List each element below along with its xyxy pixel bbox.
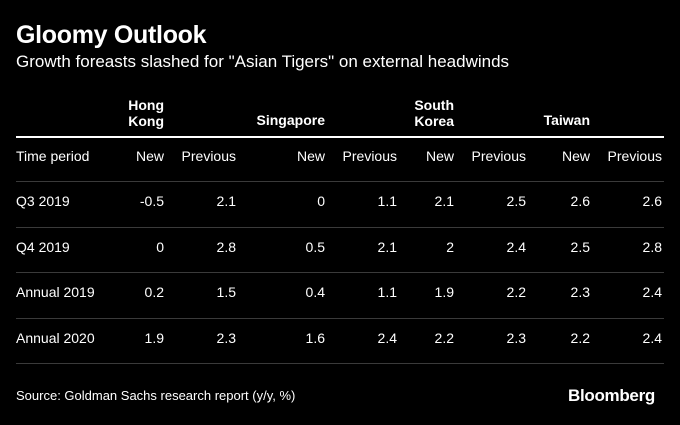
table-cell: 0.4 xyxy=(305,284,325,300)
column-header: New xyxy=(135,148,164,164)
source-note: Source: Goldman Sachs research report (y… xyxy=(16,388,296,403)
table-cell: 0 xyxy=(156,239,164,255)
group-header: Taiwan xyxy=(543,112,590,128)
row-label: Q4 2019 xyxy=(16,239,70,255)
row-divider xyxy=(16,227,664,228)
group-header: South Korea xyxy=(414,97,454,129)
row-divider xyxy=(16,363,664,364)
row-divider xyxy=(16,318,664,319)
table-cell: 2.6 xyxy=(642,193,662,209)
table-cell: 2.5 xyxy=(570,239,590,255)
column-header: New xyxy=(561,148,590,164)
table-cell: 2.1 xyxy=(377,239,397,255)
group-header: Singapore xyxy=(256,112,325,128)
table-cell: 2 xyxy=(446,239,454,255)
table-cell: 2.6 xyxy=(570,193,590,209)
table-cell: 2.8 xyxy=(216,239,236,255)
row-divider xyxy=(16,181,664,182)
table-cell: 2.1 xyxy=(434,193,454,209)
table-cell: 2.8 xyxy=(642,239,662,255)
row-divider xyxy=(16,272,664,273)
column-header: Previous xyxy=(181,148,236,164)
column-header: Time period xyxy=(16,148,90,164)
group-header: Hong Kong xyxy=(128,97,164,129)
table-cell: 2.3 xyxy=(570,284,590,300)
column-header: New xyxy=(425,148,454,164)
table-cell: 1.9 xyxy=(434,284,454,300)
column-header: Previous xyxy=(607,148,662,164)
table-cell: 0.5 xyxy=(305,239,325,255)
chart-title: Gloomy Outlook xyxy=(16,21,207,49)
table-cell: 0.2 xyxy=(144,284,164,300)
table-cell: 1.1 xyxy=(377,284,397,300)
table-cell: 2.4 xyxy=(506,239,526,255)
table-cell: 2.2 xyxy=(434,330,454,346)
header-rule xyxy=(16,136,664,138)
column-header: Previous xyxy=(342,148,397,164)
table-cell: 2.4 xyxy=(642,284,662,300)
table-cell: 1.9 xyxy=(144,330,164,346)
row-label: Annual 2020 xyxy=(16,330,95,346)
table-cell: 1.6 xyxy=(305,330,325,346)
table-cell: 2.3 xyxy=(216,330,236,346)
table-cell: 2.2 xyxy=(506,284,526,300)
table-cell: 2.5 xyxy=(506,193,526,209)
table-cell: 2.3 xyxy=(506,330,526,346)
table-cell: 2.4 xyxy=(642,330,662,346)
row-label: Q3 2019 xyxy=(16,193,70,209)
column-header: New xyxy=(296,148,325,164)
table-cell: 2.2 xyxy=(570,330,590,346)
table-cell: 2.1 xyxy=(216,193,236,209)
table-cell: 1.5 xyxy=(216,284,236,300)
row-label: Annual 2019 xyxy=(16,284,95,300)
bloomberg-logo: Bloomberg xyxy=(567,386,655,405)
chart-subtitle: Growth foreasts slashed for "Asian Tiger… xyxy=(16,52,510,71)
table-cell: 0 xyxy=(317,193,325,209)
table-cell: -0.5 xyxy=(139,193,164,209)
table-cell: 1.1 xyxy=(377,193,397,209)
table-cell: 2.4 xyxy=(377,330,397,346)
column-header: Previous xyxy=(471,148,526,164)
